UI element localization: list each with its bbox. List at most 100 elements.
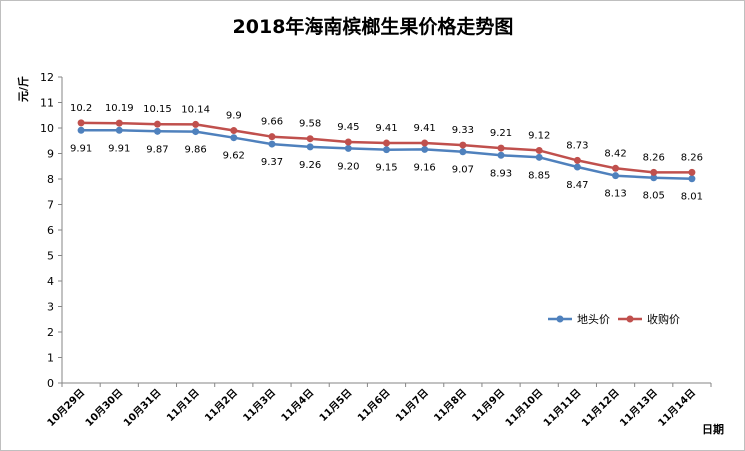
y-tick-label: 8 (47, 173, 54, 186)
data-labels: 9.91 9.91 9.87 9.86 9.62 9.37 9.26 9.20 9.15 9.16… (70, 103, 703, 203)
data-point (612, 172, 620, 180)
y-tick-label: 3 (47, 301, 54, 314)
x-tick-label: 10月29日 (45, 387, 87, 429)
x-tick-label: 11月4日 (279, 387, 316, 424)
data-point (77, 126, 85, 134)
data-label: 9.41 (375, 123, 397, 134)
y-tick-label: 7 (47, 199, 54, 212)
axes (58, 76, 712, 387)
data-label: 8.73 (566, 140, 588, 151)
data-point (153, 127, 161, 135)
data-label: 9.07 (452, 165, 474, 176)
data-label: 9.91 (108, 143, 130, 154)
data-label: 9.15 (375, 163, 397, 174)
y-tick-label: 6 (47, 224, 54, 237)
y-tick-label: 9 (47, 148, 54, 161)
data-point (230, 134, 238, 142)
data-point (383, 146, 390, 154)
data-point (573, 156, 581, 164)
data-label: 8.47 (566, 180, 588, 191)
data-point (612, 164, 620, 172)
data-label: 9.33 (452, 125, 474, 136)
data-point (421, 139, 429, 147)
x-tick-label: 11月1日 (164, 387, 201, 424)
y-tick-label: 5 (47, 250, 54, 263)
data-point (153, 120, 161, 128)
x-tick-label: 11月5日 (317, 387, 354, 424)
y-tick-label: 1 (47, 352, 54, 365)
x-tick-label: 11月2日 (203, 387, 240, 424)
x-axis-title: 日期 (702, 422, 724, 436)
y-tick-label: 4 (47, 275, 54, 288)
x-tick-label: 11月7日 (393, 387, 430, 424)
data-point (383, 139, 390, 147)
data-label: 10.15 (143, 104, 172, 115)
data-point (115, 126, 123, 134)
x-tick-label: 10月31日 (121, 387, 163, 429)
data-point (459, 141, 467, 149)
data-point (192, 120, 200, 128)
data-label: 8.42 (604, 148, 626, 159)
x-tick-label: 11月6日 (355, 387, 392, 424)
x-tick-label: 11月12日 (579, 387, 621, 429)
data-point (115, 119, 123, 127)
data-label: 9.16 (414, 162, 436, 173)
data-label: 9.20 (337, 161, 359, 172)
data-point (306, 143, 314, 151)
data-point (77, 119, 85, 127)
data-point (268, 133, 276, 141)
data-point (459, 148, 467, 156)
data-label: 9.26 (299, 160, 321, 171)
data-label: 9.62 (223, 151, 245, 162)
data-label: 8.13 (604, 189, 626, 200)
data-point (650, 168, 658, 176)
data-label: 10.2 (70, 103, 92, 114)
data-point (421, 145, 429, 153)
data-label: 9.87 (146, 144, 168, 155)
data-label: 9.9 (226, 111, 242, 122)
legend-label: 收购价 (647, 312, 680, 326)
y-tick-label: 0 (47, 377, 54, 390)
data-label: 10.19 (105, 103, 134, 114)
data-point (650, 174, 658, 182)
data-label: 8.01 (681, 192, 703, 203)
data-label: 9.91 (70, 143, 92, 154)
x-tick-label: 10月30日 (83, 387, 125, 429)
data-label: 8.26 (681, 152, 703, 163)
data-label: 9.37 (261, 157, 283, 168)
x-tick-label: 11月3日 (241, 387, 278, 424)
data-point (230, 127, 238, 135)
data-label: 8.26 (643, 152, 665, 163)
data-point (535, 153, 543, 161)
data-point (192, 128, 200, 136)
data-point (306, 135, 314, 143)
data-point (535, 146, 543, 154)
legend-marker (556, 315, 564, 323)
data-label: 9.86 (184, 145, 206, 156)
x-tick-label: 11月8日 (432, 387, 469, 424)
data-point (688, 168, 696, 176)
data-label: 9.21 (490, 128, 512, 139)
data-point (344, 138, 352, 146)
data-label: 10.14 (181, 104, 210, 115)
data-label: 9.12 (528, 130, 550, 141)
chart-title: 2018年海南槟榔生果价格走势图 (233, 15, 514, 38)
data-point (497, 151, 505, 159)
y-axis-title: 元/斤 (16, 76, 30, 102)
y-tick-label: 2 (47, 326, 54, 339)
data-label: 8.85 (528, 170, 550, 181)
data-label: 9.45 (337, 122, 359, 133)
legend: 地头价 收购价 (548, 312, 680, 326)
data-point (344, 144, 352, 152)
data-point (688, 175, 696, 183)
x-tick-label: 11月13日 (618, 387, 660, 429)
legend-label: 地头价 (577, 313, 610, 326)
legend-marker (626, 315, 634, 323)
data-label: 9.41 (414, 123, 436, 134)
y-tick-label: 12 (40, 71, 54, 84)
data-point (497, 144, 505, 152)
